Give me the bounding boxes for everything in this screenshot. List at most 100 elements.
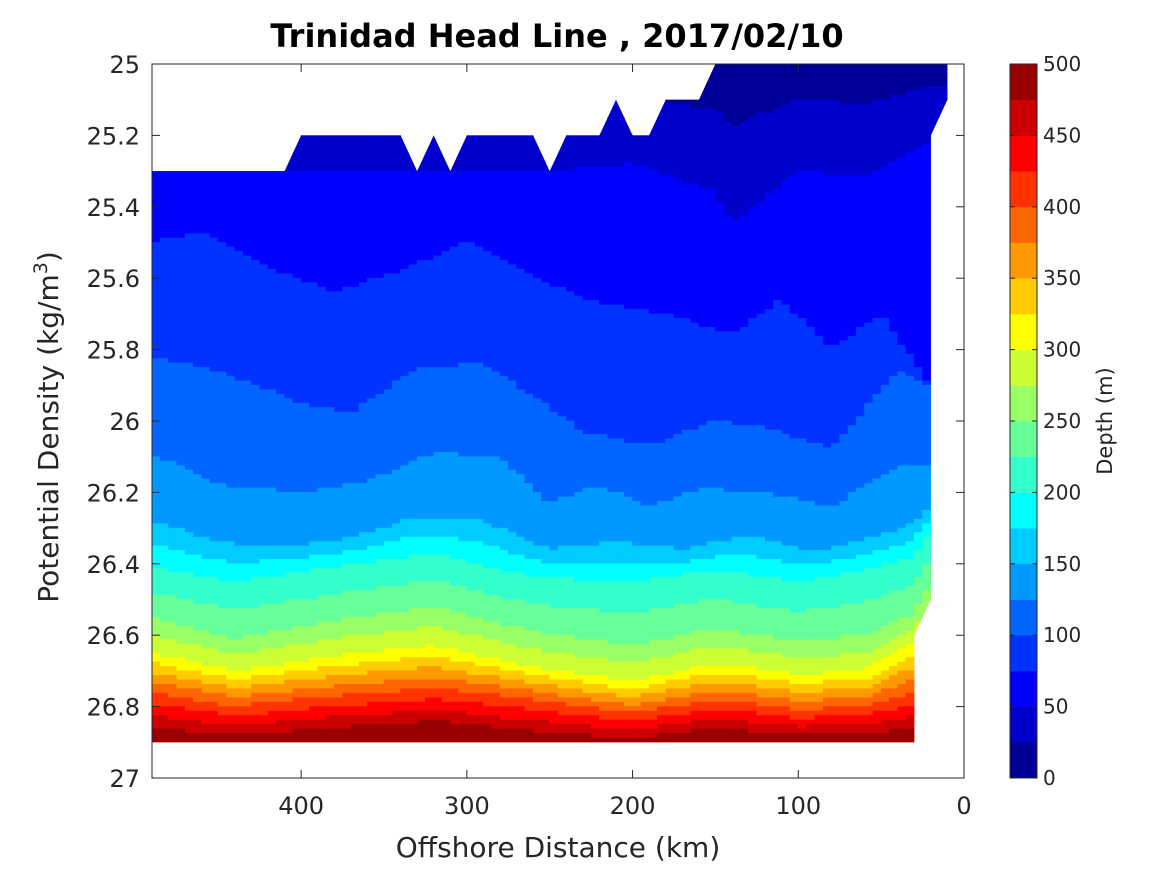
depth-cell [491,144,501,150]
depth-cell [814,260,824,266]
depth-cell [640,193,650,199]
depth-cell [267,126,277,132]
depth-cell [690,108,700,114]
depth-cell [557,152,567,159]
depth-cell [441,144,451,150]
depth-cell [880,81,890,87]
depth-cell [342,175,352,181]
depth-cell [449,206,459,212]
depth-cell [201,246,211,252]
depth-cell [590,135,600,141]
depth-cell [599,255,609,261]
depth-cell [681,157,691,163]
depth-cell [325,268,335,275]
depth-cell [300,152,310,159]
depth-cell [847,157,857,163]
depth-cell [408,86,418,92]
depth-cell [690,86,700,92]
depth-cell [201,86,211,92]
depth-cell [557,193,567,199]
depth-cell [193,179,203,185]
depth-cell [516,260,526,266]
depth-cell [333,264,343,270]
depth-cell [947,103,948,109]
depth-cell [474,152,484,159]
depth-cell [449,251,459,257]
depth-cell [275,94,285,100]
depth-cell [474,112,484,118]
depth-cell [350,286,360,292]
depth-cell [350,94,360,100]
depth-cell [549,210,559,217]
depth-cell [441,282,451,288]
depth-cell [292,175,302,181]
depth-cell [947,126,948,132]
depth-cell [640,255,650,261]
depth-cell [574,197,584,203]
depth-cell [201,90,211,96]
depth-cell [913,264,923,270]
depth-cell [632,264,642,270]
depth-cell [284,166,294,172]
depth-cell [466,103,476,109]
depth-cell [441,268,451,275]
depth-cell [607,193,617,199]
depth-cell [201,72,211,78]
depth-cell [474,206,484,212]
depth-cell [748,197,758,203]
depth-cell [242,170,252,176]
depth-cell [201,277,211,283]
depth-cell [325,264,335,270]
depth-cell [251,103,261,109]
depth-cell [226,144,236,150]
depth-cell [152,246,161,252]
depth-cell [905,237,915,243]
depth-cell [168,188,178,194]
depth-cell [317,193,327,199]
depth-cell [640,179,650,185]
depth-cell [242,224,252,230]
depth-cell [690,246,700,252]
depth-cell [168,193,178,199]
depth-cell [458,175,468,181]
depth-cell [449,277,459,283]
depth-cell [814,286,824,292]
depth-cell [665,233,675,239]
depth-cell [814,255,824,261]
depth-cell [391,224,401,230]
depth-cell [193,260,203,266]
depth-cell [284,246,294,252]
depth-cell [847,126,857,132]
depth-cell [549,237,559,243]
depth-cell [367,224,377,230]
depth-cell [930,286,940,292]
depth-cell [880,152,890,159]
depth-cell [889,282,899,288]
depth-cell [739,148,749,154]
depth-cell [507,68,517,74]
depth-cell [391,210,401,217]
depth-cell [922,103,932,109]
depth-cell [938,68,948,74]
depth-cell [159,112,169,118]
depth-cell [483,99,493,105]
depth-cell [698,255,708,261]
depth-cell [449,260,459,266]
depth-cell [217,246,227,252]
depth-cell [681,188,691,194]
depth-cell [847,197,857,203]
depth-cell [938,188,948,194]
depth-cell [325,246,335,252]
depth-cell [930,246,940,252]
depth-cell [251,68,261,74]
depth-cell [822,202,832,208]
depth-cell [897,68,907,74]
depth-cell [955,95,964,100]
depth-cell [756,99,766,105]
depth-cell [607,157,617,163]
depth-cell [731,242,741,248]
depth-cell [184,148,194,154]
depth-cell [209,117,219,123]
depth-cell [168,99,178,105]
depth-cell [226,193,236,199]
